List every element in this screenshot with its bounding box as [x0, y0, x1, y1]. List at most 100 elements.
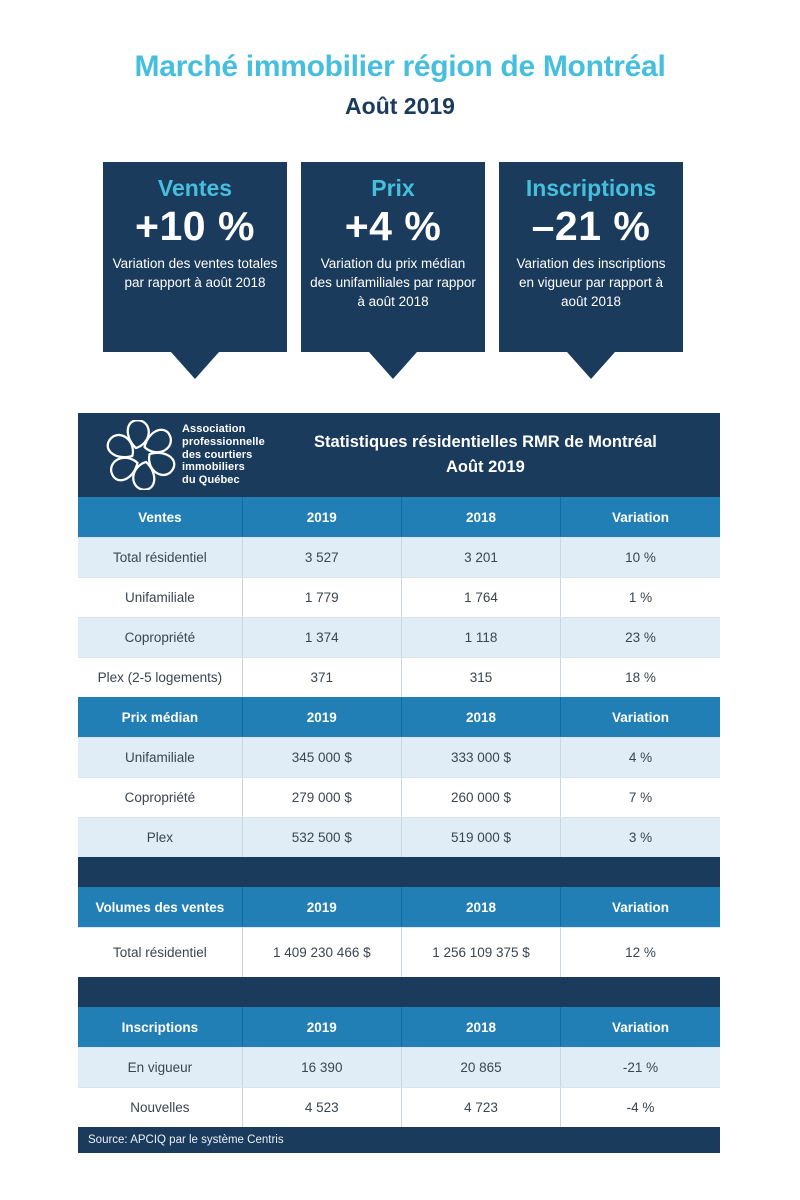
value-cell: 4 523	[241, 1088, 401, 1127]
value-cell: -21 %	[560, 1048, 720, 1087]
value-cell: 3 201	[400, 538, 560, 577]
page-title: Marché immobilier région de Montréal	[134, 50, 666, 83]
value-cell: 315	[400, 658, 560, 697]
column-header: Variation	[560, 1007, 720, 1047]
section-separator	[78, 977, 720, 1007]
column-header: Variation	[560, 887, 720, 927]
row-label: Nouvelles	[130, 1100, 190, 1115]
value-cell: 1 256 109 375 $	[400, 928, 560, 977]
table-header-banner: Association professionnelle des courtier…	[78, 413, 720, 497]
value-cell: -4 %	[560, 1088, 720, 1127]
callout-value: –21 %	[531, 203, 651, 249]
value-cell: 519 000 $	[400, 818, 560, 857]
column-header: 2018	[400, 1007, 560, 1047]
value-cell: 532 500 $	[241, 818, 401, 857]
column-header: Prix médian	[121, 709, 199, 725]
value-cell: 3 527	[241, 538, 401, 577]
callout-description: Variation des inscriptions en vigueur pa…	[516, 256, 666, 309]
value-cell: 1 764	[400, 578, 560, 617]
column-header: Volumes des ventes	[95, 899, 225, 915]
apciq-pinwheel-logo-icon	[106, 420, 176, 490]
row-label: Unifamiliale	[124, 590, 195, 605]
callout-inscriptions: Inscriptions –21 % Variation des inscrip…	[499, 162, 683, 352]
value-cell: 20 865	[400, 1048, 560, 1087]
value-cell: 18 %	[560, 658, 720, 697]
value-cell: 4 %	[560, 738, 720, 777]
row-label: En vigueur	[127, 1060, 193, 1075]
value-cell: 1 779	[241, 578, 401, 617]
value-cell: 260 000 $	[400, 778, 560, 817]
table-row: Plex (2-5 logements) 371 315 18 %	[78, 657, 720, 697]
source-note: Source: APCIQ par le système Centris	[78, 1127, 720, 1153]
logo-block: Association professionnelle des courtier…	[78, 420, 265, 490]
row-label: Total résidentiel	[112, 945, 207, 960]
logo-line: immobiliers	[182, 461, 245, 474]
value-cell: 16 390	[241, 1048, 401, 1087]
table-row: Plex 532 500 $519 000 $3 %	[78, 817, 720, 857]
column-header: 2019	[241, 697, 401, 737]
logo-line: professionnelle	[182, 435, 265, 448]
column-header: 2019	[241, 887, 401, 927]
table-row: Copropriété 279 000 $260 000 $7 %	[78, 777, 720, 817]
table-row: Nouvelles 4 523 4 723 -4 %	[78, 1087, 720, 1127]
callout-ventes: Ventes +10 % Variation des ventes totale…	[103, 162, 287, 352]
value-cell: 345 000 $	[241, 738, 401, 777]
callout-value: +10 %	[135, 203, 255, 249]
column-header: 2019	[241, 497, 401, 537]
row-label: Unifamiliale	[124, 750, 195, 765]
callout-description: Variation du prix médian des unifamilial…	[310, 256, 476, 309]
value-cell: 1 374	[241, 618, 401, 657]
logo-line: des courtiers	[182, 448, 253, 461]
table-title: Statistiques résidentielles RMR de Montr…	[265, 430, 720, 480]
value-cell: 10 %	[560, 538, 720, 577]
table-row: Copropriété 1 374 1 118 23 %	[78, 617, 720, 657]
value-cell: 23 %	[560, 618, 720, 657]
row-label: Plex	[146, 830, 173, 845]
table-title-line1: Statistiques résidentielles RMR de Montr…	[313, 433, 657, 452]
value-cell: 371	[241, 658, 401, 697]
statistics-table: Association professionnelle des courtier…	[78, 413, 720, 1153]
column-header: Inscriptions	[121, 1019, 199, 1035]
callout-value: +4 %	[344, 203, 442, 249]
callout-row: Ventes +10 % Variation des ventes totale…	[103, 162, 683, 352]
table-row: Unifamiliale 345 000 $333 000 $4 %	[78, 737, 720, 777]
logo-line: Association	[182, 423, 246, 436]
callout-label: Inscriptions	[525, 175, 657, 201]
table-row: En vigueur 16 390 20 865 -21 %	[78, 1047, 720, 1087]
callout-label: Prix	[371, 175, 415, 201]
section-header-row: Prix médian 2019 2018 Variation	[78, 697, 720, 737]
column-header: 2019	[241, 1007, 401, 1047]
column-header: Variation	[560, 697, 720, 737]
table-row: Total résidentiel 1 409 230 466 $1 256 10…	[78, 927, 720, 977]
value-cell: 1 118	[400, 618, 560, 657]
section-header-row: Ventes 2019 2018 Variation	[78, 497, 720, 537]
section-separator	[78, 857, 720, 887]
value-cell: 4 723	[400, 1088, 560, 1127]
section-header-row: Volumes des ventes 2019 2018 Variation	[78, 887, 720, 927]
callout-label: Ventes	[157, 175, 233, 201]
section-header-row: Inscriptions 2019 2018 Variation	[78, 1007, 720, 1047]
value-cell: 7 %	[560, 778, 720, 817]
value-cell: 3 %	[560, 818, 720, 857]
table-row: Total résidentiel 3 527 3 201 10 %	[78, 537, 720, 577]
table-sections: Ventes 2019 2018 Variation Total résidentiel…	[78, 497, 720, 1127]
row-label: Copropriété	[124, 630, 196, 645]
value-cell: 1 %	[560, 578, 720, 617]
row-label: Plex (2-5 logements)	[97, 670, 223, 685]
column-header: 2018	[400, 497, 560, 537]
logo-wordmark: Association professionnelle des courtier…	[182, 423, 265, 487]
callout-description: Variation des ventes totales par rapport…	[112, 256, 278, 290]
row-label: Total résidentiel	[112, 550, 207, 565]
value-cell: 12 %	[560, 928, 720, 977]
column-header: Ventes	[138, 509, 182, 525]
column-header: 2018	[400, 887, 560, 927]
callout-prix: Prix +4 % Variation du prix médian des u…	[301, 162, 485, 352]
value-cell: 1 409 230 466 $	[241, 928, 401, 977]
value-cell: 333 000 $	[400, 738, 560, 777]
table-title-line2: Août 2019	[445, 458, 525, 476]
row-label: Copropriété	[124, 790, 196, 805]
page-subtitle: Août 2019	[345, 93, 455, 119]
logo-line: du Québec	[182, 474, 240, 487]
value-cell: 279 000 $	[241, 778, 401, 817]
